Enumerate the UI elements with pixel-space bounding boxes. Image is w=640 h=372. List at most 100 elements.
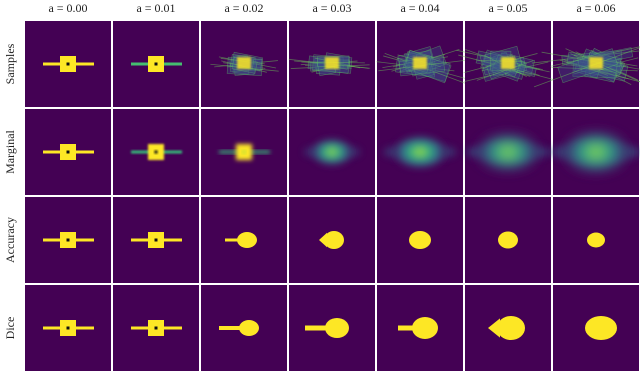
panel	[201, 109, 287, 195]
panel	[289, 197, 375, 283]
panel	[289, 285, 375, 371]
panel-content	[131, 232, 182, 248]
shape	[312, 139, 352, 165]
row-label: Marginal	[3, 129, 17, 173]
shape	[325, 318, 349, 338]
panel	[465, 109, 551, 195]
shape	[413, 57, 427, 69]
shape	[219, 326, 241, 330]
panel-content	[43, 232, 94, 248]
shape	[587, 232, 605, 248]
shape	[325, 57, 339, 69]
panel-content	[304, 139, 360, 165]
shape	[488, 318, 500, 338]
panel	[25, 109, 111, 195]
shape	[533, 46, 640, 88]
shape	[225, 238, 239, 242]
shape	[398, 325, 414, 331]
shape	[154, 326, 158, 330]
panel-content	[319, 231, 344, 249]
panel	[377, 109, 463, 195]
shape	[242, 150, 246, 154]
column-header: a = 0.05	[488, 1, 527, 15]
panel-content	[466, 134, 550, 170]
panel-content	[43, 320, 94, 336]
panel	[113, 21, 199, 107]
shape	[66, 238, 70, 242]
column-header: a = 0.00	[48, 1, 87, 15]
shape	[564, 132, 628, 172]
shape	[497, 316, 525, 340]
shape	[324, 231, 344, 249]
panel-content	[456, 45, 560, 82]
panel	[456, 21, 560, 107]
row-label: Accuracy	[3, 217, 17, 263]
panel-content	[225, 232, 257, 248]
panel-content	[288, 52, 371, 77]
panel	[113, 285, 199, 371]
panel-content	[383, 136, 457, 168]
panel-content	[551, 132, 640, 172]
column-header: a = 0.01	[136, 1, 175, 15]
column-header: a = 0.06	[576, 1, 615, 15]
panel	[377, 197, 463, 283]
panel-content	[131, 320, 182, 336]
panel	[377, 285, 463, 371]
column-header: a = 0.03	[312, 1, 351, 15]
panel-content	[305, 318, 349, 338]
panel-content	[409, 231, 431, 249]
shape	[154, 150, 158, 154]
shape	[237, 57, 251, 69]
shape	[154, 62, 158, 66]
shape	[412, 317, 438, 339]
panel	[25, 285, 111, 371]
panel	[465, 285, 551, 371]
shape	[589, 57, 603, 69]
shape	[394, 136, 446, 168]
panel-content	[219, 320, 259, 336]
shape	[498, 231, 518, 249]
shape	[550, 42, 640, 67]
panel-content	[531, 42, 640, 88]
panel	[531, 21, 640, 107]
panel	[201, 197, 287, 283]
shape	[565, 48, 640, 83]
panel	[289, 109, 375, 195]
panel-content	[131, 56, 182, 72]
shape	[478, 134, 538, 170]
shape	[66, 326, 70, 330]
panel	[553, 285, 639, 371]
panel	[25, 21, 111, 107]
shape	[585, 316, 617, 340]
panel	[201, 285, 287, 371]
panel	[288, 21, 375, 107]
panel-content	[398, 317, 438, 339]
panel-content	[488, 316, 525, 340]
shape	[501, 57, 515, 69]
panel	[113, 109, 199, 195]
shape	[66, 150, 70, 154]
row-label: Samples	[3, 43, 17, 84]
panel-content	[376, 45, 469, 85]
panel-content	[587, 232, 605, 248]
shape	[239, 320, 259, 336]
panel-content	[43, 144, 94, 160]
row-label: Dice	[3, 317, 17, 340]
panel-content	[210, 51, 279, 77]
shape	[305, 325, 327, 331]
shape	[66, 62, 70, 66]
panel-content	[498, 231, 518, 249]
panel	[376, 21, 469, 107]
panel-content	[219, 144, 270, 160]
panel	[201, 21, 287, 107]
shape	[237, 232, 257, 248]
panel	[113, 197, 199, 283]
panel-content	[131, 144, 182, 160]
panel	[25, 197, 111, 283]
panel	[553, 197, 639, 283]
shape	[551, 66, 638, 72]
column-header: a = 0.02	[224, 1, 263, 15]
shape	[409, 231, 431, 249]
panel	[465, 197, 551, 283]
